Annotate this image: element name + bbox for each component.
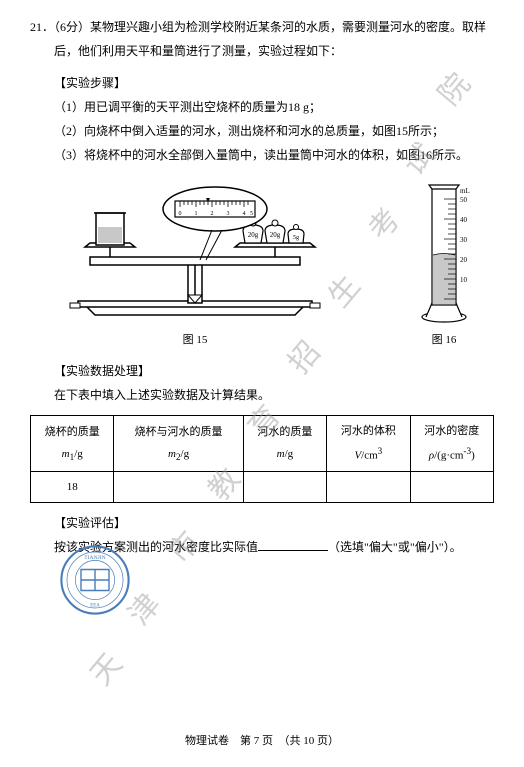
data-instruction: 在下表中填入上述实验数据及计算结果。 — [30, 383, 494, 407]
step-3: （3）将烧杯中的河水全部倒入量筒中，读出量筒中河水的体积，如图16所示。 — [30, 143, 494, 167]
svg-text:50: 50 — [460, 196, 468, 204]
svg-text:40: 40 — [460, 216, 468, 224]
svg-text:1: 1 — [195, 211, 198, 217]
question-intro-line2: 后，他们利用天平和量筒进行了测量，实验过程如下： — [30, 39, 494, 63]
col-header-1: 烧杯的质量 m1/g — [31, 416, 114, 472]
col-header-5: 河水的密度 ρ/(g·cm-3) — [410, 416, 493, 472]
svg-text:EEA: EEA — [90, 604, 100, 609]
graduated-cylinder-icon: mL 50 40 30 20 10 — [414, 175, 474, 325]
col-header-4: 河水的体积 V/cm3 — [327, 416, 410, 472]
col-header-3: 河水的质量 m/g — [243, 416, 326, 472]
table-data-row: 18 — [31, 471, 494, 502]
svg-text:20: 20 — [460, 256, 468, 264]
eval-title: 【实验评估】 — [30, 511, 494, 535]
svg-text:5g: 5g — [293, 235, 299, 241]
figures-row: 20g 20g 5g — [30, 175, 494, 351]
fill-blank — [258, 537, 328, 551]
svg-text:2: 2 — [211, 211, 214, 217]
svg-text:0: 0 — [179, 211, 182, 217]
figure-15: 20g 20g 5g — [50, 185, 340, 351]
figure-16-label: 图 16 — [414, 329, 474, 351]
col-header-2: 烧杯与河水的质量 m2/g — [114, 416, 243, 472]
cell-v — [327, 471, 410, 502]
svg-text:3: 3 — [227, 211, 230, 217]
data-table: 烧杯的质量 m1/g 烧杯与河水的质量 m2/g 河水的质量 m/g 河水的体积… — [30, 415, 494, 503]
svg-text:20g: 20g — [270, 231, 281, 239]
svg-text:20g: 20g — [248, 231, 259, 239]
svg-text:mL: mL — [460, 187, 470, 195]
cell-m2 — [114, 471, 243, 502]
cell-m1: 18 — [31, 471, 114, 502]
cell-m — [243, 471, 326, 502]
step-1: （1）用已调平衡的天平测出空烧杯的质量为18 g； — [30, 95, 494, 119]
page-footer: 物理试卷 第 7 页 （共 10 页） — [0, 730, 524, 752]
figure-15-label: 图 15 — [50, 329, 340, 351]
question-intro-line1: 21．（6分）某物理兴趣小组为检测学校附近某条河的水质，需要测量河水的密度。取样 — [30, 15, 494, 39]
balance-scale-icon: 20g 20g 5g — [50, 185, 340, 325]
eval-text: 按该实验方案测出的河水密度比实际值（选填"偏大"或"偏小"）。 — [30, 535, 494, 559]
svg-text:10: 10 — [460, 276, 468, 284]
question-points: （6分） — [54, 20, 90, 34]
data-processing-title: 【实验数据处理】 — [30, 359, 494, 383]
svg-text:4: 4 — [243, 211, 246, 217]
svg-text:30: 30 — [460, 236, 468, 244]
svg-text:5: 5 — [250, 211, 253, 217]
cell-rho — [410, 471, 493, 502]
step-2: （2）向烧杯中倒入适量的河水，测出烧杯和河水的总质量，如图15所示； — [30, 119, 494, 143]
steps-title: 【实验步骤】 — [30, 71, 494, 95]
table-header-row: 烧杯的质量 m1/g 烧杯与河水的质量 m2/g 河水的质量 m/g 河水的体积… — [31, 416, 494, 472]
watermark-char: 天 — [74, 639, 139, 701]
figure-16: mL 50 40 30 20 10 图 16 — [414, 175, 474, 351]
question-block: 21．（6分）某物理兴趣小组为检测学校附近某条河的水质，需要测量河水的密度。取样… — [30, 15, 494, 559]
watermark-char: 津 — [112, 579, 177, 641]
question-number: 21． — [30, 20, 54, 34]
